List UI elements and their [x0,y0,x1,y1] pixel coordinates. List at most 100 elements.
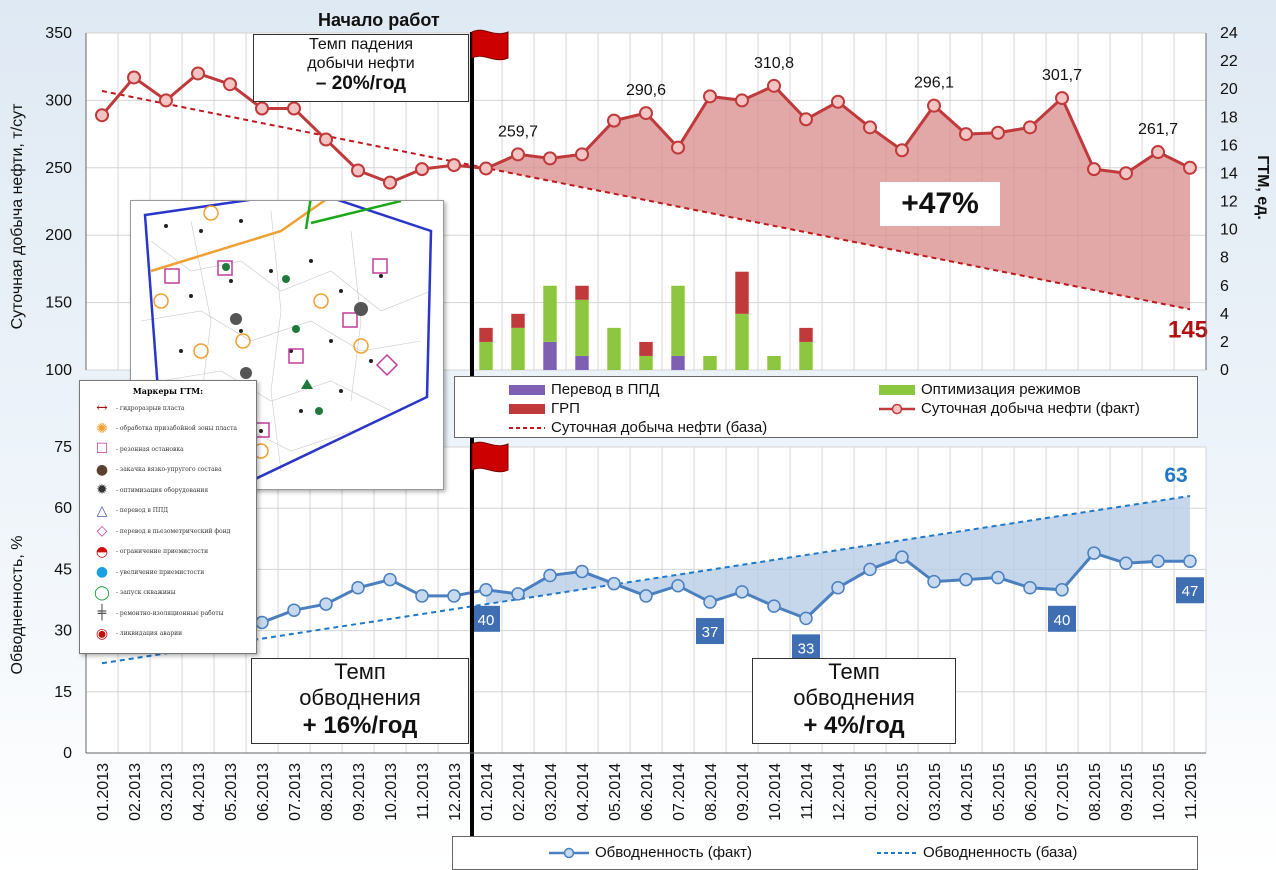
oil-fact-point [191,66,205,81]
piezometric-icon: ◇ [96,523,108,540]
marker-row-repair: ╪ - ремонтно-изоляционные работы [80,603,256,624]
marker-row-bottomhole: ✺ - обработка призабойной зоны пласта [80,419,256,440]
legend-swatch-grp [509,403,545,414]
oil-fact-point [479,161,493,176]
watercut-label-box [472,605,500,632]
markers-panel: Маркеры ГТМ: ↔ - гидроразрыв пласта ✺ - об… [79,380,257,654]
bar-opt [479,341,493,370]
bottom-y-tick-label: 15 [54,684,72,701]
oil-data-label: 259,7 [498,123,538,140]
top-y2-tick-label: 0 [1220,362,1229,379]
oil-fact-point [767,78,781,93]
marker-label: - гидроразрыв пласта [116,404,185,412]
watercut-fact-point [255,615,269,630]
marker-row-backup-stop: ☐ - резонная остановка [80,439,256,460]
x-tick-label: 05.2014 [607,763,624,821]
watercut-fact-point [927,574,941,589]
watercut-data-label: 47 [1182,583,1199,600]
watercut-fact-point [1183,554,1197,568]
start-works-title: Начало работ [318,10,440,30]
watercut-fact-point [1151,554,1165,568]
top-y2-tick-label: 22 [1220,53,1238,70]
top-y-axis-title: Суточная добыча нефти, т/сут [9,103,26,329]
watercut-label-box [1176,577,1204,604]
bottom-y-tick-label: 60 [54,500,72,517]
top-y-tick-label: 200 [45,227,72,244]
oil-decline-rate-note: Темп падения добычи нефти – 20%/год [253,34,469,102]
oil-decline-rate-line2: добычи нефти [307,55,415,73]
watercut-fact-point [319,597,333,611]
legend-label-oil-fact: Суточная добыча нефти (факт) [921,400,1140,417]
x-tick-label: 10.2014 [767,763,784,821]
watercut-data-label: 37 [702,624,719,641]
bar-opt [639,355,653,370]
marker-label: - увеличение приемистости [116,568,205,576]
watercut-fact-point [1119,556,1133,571]
bottom-y-tick-label: 45 [54,561,72,578]
bottom-y-axis-title: Обводненность, % [9,536,26,675]
legend-swatch-wc-base [877,851,917,854]
oil-base-end-label: 145 [1168,316,1208,343]
oil-fact-point [639,106,653,121]
marker-row-hydrofrac: ↔ - гидроразрыв пласта [80,398,256,419]
bottom-y-tick-label: 0 [63,745,72,762]
legend-item-oil-fact: Суточная добыча нефти (факт) [879,400,1140,417]
legend-item-oil-base: Суточная добыча нефти (база) [509,419,767,436]
watercut-fact-point [895,550,909,564]
x-tick-label: 02.2013 [127,763,144,821]
x-tick-label: 05.2013 [223,763,240,821]
legend-swatch-opt [879,384,915,395]
ppd-conversion-icon: △ [96,502,108,519]
top-y2-tick-label: 2 [1220,334,1229,351]
x-tick-label: 07.2013 [287,763,304,821]
oil-data-label: 301,7 [1042,67,1082,84]
bar-ppd [543,341,557,370]
oil-fact-point [1119,166,1133,181]
x-tick-label: 09.2014 [735,763,752,821]
x-tick-label: 03.2015 [927,763,944,821]
bar-grp [735,271,749,314]
top-y2-tick-label: 24 [1220,25,1238,42]
top-y2-tick-label: 10 [1220,222,1238,239]
legend-label-ppd: Перевод в ППД [551,381,660,398]
oil-fact-point [223,77,237,92]
legend-top: Перевод в ППД Оптимизация режимов ГРП Су… [454,376,1198,438]
marker-label: - перевод в пьезометрический фонд [116,527,231,535]
x-tick-label: 11.2015 [1183,763,1200,820]
bar-opt [511,327,525,370]
oil-fact-point [607,113,621,128]
top-y-tick-label: 300 [45,92,72,109]
oil-fact-point [831,94,845,109]
bar-ppd [671,355,685,370]
legend-swatch-ppd [509,384,545,395]
oil-fact-point [287,101,301,116]
marker-label: - ликвидация аварии [116,630,183,638]
x-tick-label: 02.2015 [895,763,912,821]
legend-label-oil-base: Суточная добыча нефти (база) [551,419,768,436]
oil-data-label: 261,7 [1138,121,1178,138]
oil-fact-point [735,93,749,108]
bar-grp [639,341,653,356]
watercut-base-line [101,494,1191,665]
watercut-fact-point [799,611,813,626]
x-tick-label: 04.2015 [959,763,976,821]
marker-row-accident: ◉ - ликвидация аварии [80,624,256,645]
marker-label: - перевод в ППД [116,507,169,515]
equipment-optimization-icon: ✹ [96,482,108,499]
top-y2-tick-label: 12 [1220,194,1238,211]
oil-fact-point [959,127,973,142]
legend-label-wc-fact: Обводненность (факт) [595,844,752,861]
injectivity-increase-icon: ● [95,564,109,581]
top-y2-tick-label: 18 [1220,109,1238,126]
red-flag-icon [471,29,509,61]
watercut-fact-point [1055,583,1069,597]
watercut-fact-point [1023,581,1037,595]
x-tick-label: 08.2013 [319,763,336,821]
oil-fact-point [127,70,141,85]
marker-row-piezometric: ◇ - перевод в пьезометрический фонд [80,521,256,542]
x-tick-label: 04.2014 [575,763,592,821]
red-flag-icon [471,441,509,473]
oil-fact-point [703,89,717,104]
top-y2-tick-label: 20 [1220,81,1238,98]
